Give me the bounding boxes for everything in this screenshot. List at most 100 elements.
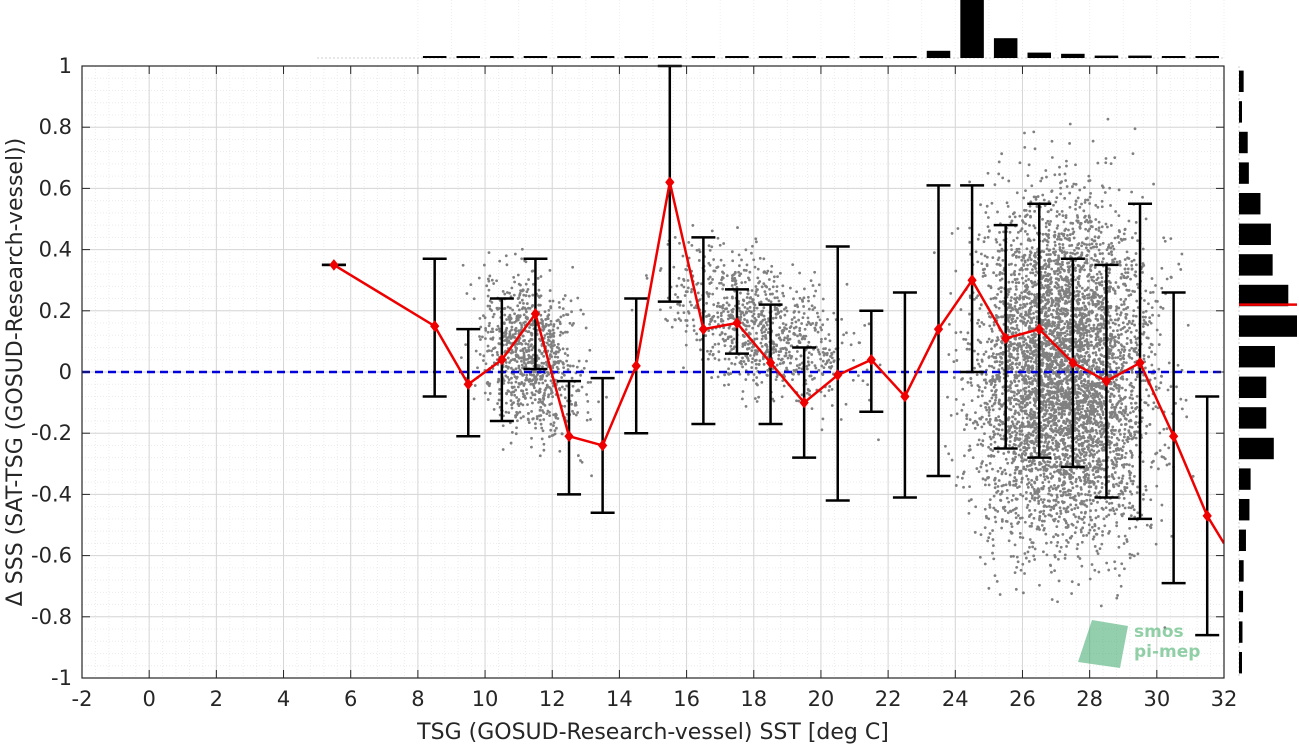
scatter-point <box>1115 260 1119 264</box>
scatter-point <box>1059 340 1063 344</box>
scatter-point <box>1128 501 1132 505</box>
scatter-point <box>1088 454 1092 458</box>
scatter-point <box>982 323 986 326</box>
scatter-point <box>1040 249 1044 253</box>
scatter-point <box>1050 438 1054 442</box>
scatter-point <box>1048 223 1051 226</box>
scatter-point <box>1042 512 1045 516</box>
scatter-point <box>952 376 956 379</box>
scatter-point <box>1113 257 1117 261</box>
scatter-point <box>1130 371 1134 374</box>
scatter-point <box>1142 357 1146 361</box>
scatter-point <box>1016 231 1020 234</box>
scatter-point <box>963 454 966 458</box>
scatter-point <box>976 338 980 342</box>
scatter-point <box>1107 351 1110 355</box>
scatter-point <box>1043 412 1046 416</box>
scatter-point <box>1125 377 1129 381</box>
scatter-point <box>1023 352 1027 356</box>
scatter-point <box>1011 314 1015 318</box>
scatter-point <box>947 323 951 326</box>
scatter-point <box>1130 406 1134 410</box>
scatter-point <box>1092 483 1096 486</box>
scatter-point <box>1079 320 1083 324</box>
scatter-point <box>1102 355 1106 358</box>
scatter-point <box>981 477 985 481</box>
scatter-point <box>1077 349 1080 353</box>
scatter-point <box>1007 280 1011 284</box>
scatter-point <box>1121 439 1125 443</box>
scatter-point <box>1018 429 1022 433</box>
scatter-point <box>1054 426 1058 430</box>
scatter-point <box>1078 225 1082 229</box>
scatter-point <box>996 249 1000 253</box>
scatter-point <box>1117 336 1121 340</box>
scatter-point <box>1025 296 1029 300</box>
scatter-point <box>1158 333 1162 337</box>
scatter-point <box>1112 463 1116 466</box>
scatter-point <box>1057 579 1061 583</box>
scatter-point <box>1025 267 1029 271</box>
scatter-point <box>1123 423 1127 426</box>
scatter-point <box>988 505 992 509</box>
scatter-point <box>1020 276 1024 280</box>
scatter-point <box>1092 535 1096 539</box>
scatter-point <box>1080 444 1084 448</box>
scatter-point <box>1046 300 1050 304</box>
scatter-point <box>1052 470 1056 474</box>
scatter-point <box>1009 522 1013 526</box>
scatter-point <box>954 269 958 273</box>
scatter-point <box>1081 336 1085 340</box>
scatter-point <box>1083 220 1087 224</box>
scatter-point <box>1109 162 1113 166</box>
scatter-point <box>1078 476 1082 480</box>
scatter-point <box>1124 405 1128 409</box>
scatter-point <box>1031 387 1034 391</box>
scatter-point <box>1119 276 1123 279</box>
scatter-point <box>1031 271 1035 275</box>
scatter-point <box>1109 349 1112 353</box>
scatter-point <box>987 483 991 487</box>
scatter-point <box>1058 165 1061 169</box>
scatter-point <box>1020 429 1024 433</box>
scatter-point <box>1062 250 1066 254</box>
scatter-point <box>1087 215 1091 219</box>
scatter-point <box>1056 272 1060 276</box>
scatter-point <box>1014 281 1018 285</box>
scatter-point <box>1079 453 1083 456</box>
scatter-point <box>1088 421 1092 425</box>
scatter-point <box>1033 558 1037 561</box>
scatter-point <box>1009 353 1013 356</box>
scatter-point <box>1072 182 1076 186</box>
scatter-point <box>1053 324 1057 328</box>
scatter-point <box>1059 407 1063 411</box>
scatter-point <box>1154 385 1158 389</box>
scatter-point <box>1053 555 1057 559</box>
scatter-point <box>1050 139 1054 143</box>
scatter-point <box>985 263 989 266</box>
scatter-point <box>982 240 986 244</box>
scatter-point <box>1012 348 1016 352</box>
scatter-point <box>1001 506 1005 509</box>
scatter-point <box>1027 443 1030 447</box>
scatter-point <box>1010 531 1013 535</box>
scatter-point <box>1035 435 1039 438</box>
scatter-point <box>1086 478 1090 482</box>
scatter-point <box>1046 298 1050 302</box>
scatter-point <box>1136 552 1140 556</box>
scatter-point <box>1007 329 1011 333</box>
scatter-point <box>1085 498 1089 502</box>
scatter-point <box>1009 287 1012 291</box>
scatter-point <box>980 425 984 429</box>
scatter-point <box>1047 200 1051 203</box>
scatter-point <box>993 379 997 383</box>
scatter-point <box>1092 480 1096 484</box>
scatter-point <box>992 454 996 458</box>
scatter-point <box>1122 463 1126 466</box>
scatter-point <box>995 352 999 356</box>
scatter-point <box>1000 437 1003 441</box>
scatter-point <box>1007 349 1010 353</box>
scatter-point <box>1035 356 1038 359</box>
scatter-point <box>1025 416 1029 420</box>
scatter-point <box>987 586 991 590</box>
